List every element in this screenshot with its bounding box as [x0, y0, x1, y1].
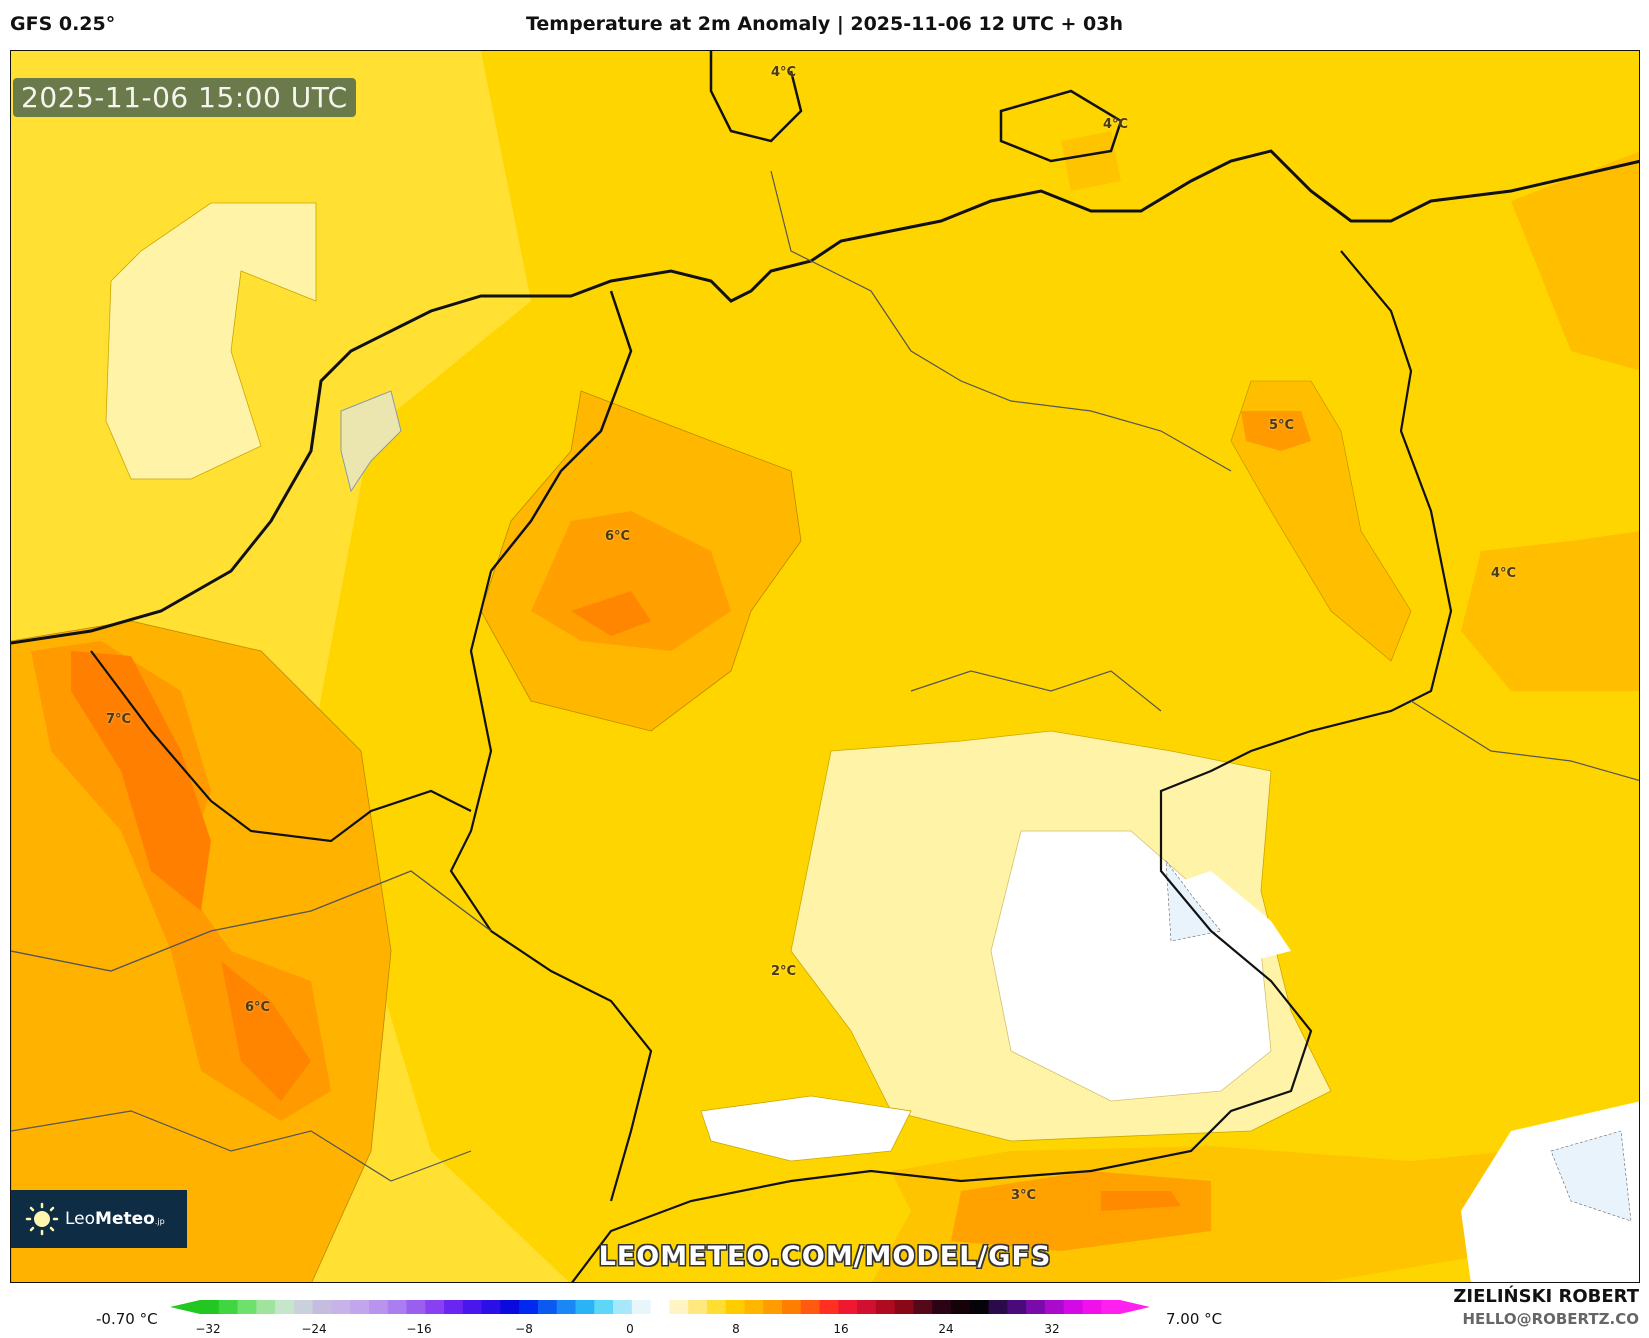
contour-label: 6°C [245, 1000, 271, 1015]
colorbar-ticks: −32 −24 −16 −8 0 8 16 24 32 [0, 1318, 1649, 1338]
anomaly-field [11, 51, 1639, 1282]
colorbar-tick: 24 [938, 1322, 954, 1336]
contour-label: 4°C [1491, 566, 1517, 581]
author-email: HELLO@ROBERTZ.CO [1462, 1310, 1639, 1328]
logo-text: LeoMeteo.jp [65, 1209, 165, 1229]
contour-label: 3°C [1011, 1188, 1037, 1203]
contour-label: 4°C [1103, 117, 1129, 132]
colorbar-min-label: -0.70 °C [96, 1310, 158, 1328]
contour-label: 2°C [771, 964, 797, 979]
colorbar-tick: 16 [833, 1322, 849, 1336]
colorbar-tick: 0 [626, 1322, 634, 1336]
colorbar-tick: −24 [301, 1322, 327, 1336]
leometeo-logo: LeoMeteo.jp [11, 1190, 187, 1248]
contour-label: 4°C [771, 65, 797, 80]
colorbar [170, 1300, 1150, 1314]
valid-time-badge: 2025-11-06 15:00 UTC [13, 78, 356, 117]
contour-label: 7°C [106, 712, 132, 727]
colorbar-tick: −8 [515, 1322, 533, 1336]
contour-label: 5°C [1269, 418, 1295, 433]
author-name: ZIELIŃSKI ROBERT [1453, 1286, 1639, 1307]
contour-label: 6°C [605, 529, 631, 544]
watermark-url: LEOMETEO.COM/MODEL/GFS [598, 1241, 1052, 1272]
colorbar-max-label: 7.00 °C [1166, 1310, 1223, 1328]
map-panel: 2025-11-06 15:00 UTC 4°C 4°C 5°C 6°C 4°C… [10, 50, 1640, 1283]
chart-title: Temperature at 2m Anomaly | 2025-11-06 1… [525, 13, 1124, 35]
colorbar-tick: −16 [406, 1322, 432, 1336]
colorbar-tick: 8 [732, 1322, 740, 1336]
colorbar-tick: 32 [1044, 1322, 1060, 1336]
sun-icon [25, 1202, 59, 1236]
model-label: GFS 0.25° [10, 13, 116, 35]
colorbar-tick: −32 [195, 1322, 221, 1336]
